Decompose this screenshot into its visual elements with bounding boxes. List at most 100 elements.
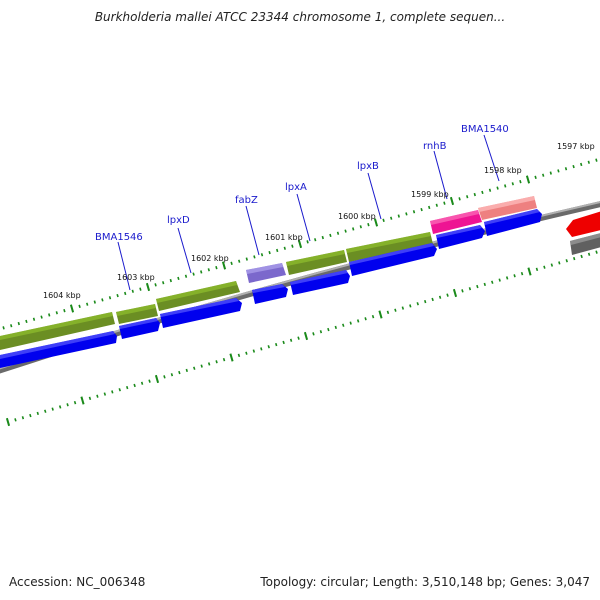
feature-blue-arrow-1[interactable] bbox=[0, 331, 117, 368]
minor-tick bbox=[260, 347, 263, 351]
minor-tick bbox=[2, 326, 5, 330]
minor-tick bbox=[488, 188, 492, 192]
minor-tick bbox=[390, 216, 393, 220]
minor-tick bbox=[29, 413, 32, 418]
minor-tick bbox=[412, 210, 416, 214]
feature-blue-arrow-8[interactable] bbox=[484, 209, 542, 236]
major-tick bbox=[221, 261, 227, 270]
feature-blue-arrow-6[interactable] bbox=[349, 243, 437, 276]
major-tick bbox=[154, 374, 160, 384]
feature-blue-arrow-3[interactable] bbox=[160, 298, 242, 328]
minor-tick bbox=[504, 184, 507, 188]
minor-tick bbox=[86, 302, 89, 306]
gene-label-lpxd[interactable]: lpxD bbox=[167, 215, 190, 226]
minor-tick bbox=[170, 373, 174, 377]
minor-tick bbox=[466, 195, 469, 199]
minor-tick bbox=[93, 300, 96, 304]
gene-label-rnhb[interactable]: rnhB bbox=[423, 141, 447, 152]
minor-tick bbox=[573, 256, 576, 261]
minor-tick bbox=[215, 360, 218, 364]
minor-tick bbox=[534, 175, 537, 180]
minor-tick bbox=[580, 162, 583, 167]
minor-tick bbox=[312, 332, 315, 336]
minor-tick bbox=[513, 274, 516, 278]
minor-tick bbox=[268, 250, 271, 255]
feature-blue-arrow-5[interactable] bbox=[290, 270, 350, 295]
minor-tick bbox=[431, 297, 434, 302]
major-tick bbox=[297, 239, 303, 249]
tick-label-1604: 1604 kbp bbox=[43, 291, 81, 300]
minor-tick bbox=[420, 207, 423, 212]
inner-tick-ring bbox=[5, 250, 598, 427]
minor-tick bbox=[276, 248, 279, 253]
minor-tick bbox=[185, 368, 188, 373]
minor-tick bbox=[364, 317, 367, 321]
minor-tick bbox=[139, 287, 142, 291]
major-tick bbox=[527, 267, 532, 276]
minor-tick bbox=[438, 295, 442, 299]
minor-tick bbox=[222, 357, 226, 362]
minor-tick bbox=[108, 296, 112, 300]
feature-cds-olive-lpxa-shine bbox=[286, 250, 345, 266]
tick-label-1602: 1602 kbp bbox=[191, 254, 229, 263]
minor-tick bbox=[367, 222, 370, 227]
minor-tick bbox=[21, 416, 25, 420]
minor-tick bbox=[55, 311, 58, 315]
minor-tick bbox=[424, 299, 427, 304]
minor-tick bbox=[32, 317, 36, 321]
minor-tick bbox=[169, 278, 172, 283]
gene-label-lpxb[interactable]: lpxB bbox=[357, 161, 379, 172]
gene-label-bma1540[interactable]: BMA1540 bbox=[461, 124, 509, 135]
major-tick bbox=[449, 196, 455, 206]
minor-tick bbox=[283, 246, 286, 250]
tick-label-1597: 1597 kbp bbox=[557, 142, 595, 151]
minor-tick bbox=[468, 287, 472, 291]
minor-tick bbox=[282, 340, 285, 345]
minor-tick bbox=[14, 418, 17, 422]
minor-tick bbox=[148, 379, 151, 383]
minor-tick bbox=[587, 160, 590, 164]
outer-tick-ring bbox=[2, 158, 598, 330]
feature-cds-olive-1-shine bbox=[0, 312, 113, 340]
minor-tick bbox=[17, 321, 20, 326]
accession-label: Accession: NC_006348 bbox=[9, 575, 146, 589]
minor-tick bbox=[133, 383, 136, 388]
minor-tick bbox=[543, 265, 546, 269]
minor-tick bbox=[289, 338, 293, 342]
major-tick bbox=[145, 282, 151, 292]
minor-tick bbox=[550, 263, 554, 267]
major-tick bbox=[229, 353, 234, 362]
tick-label-1598: 1598 kbp bbox=[484, 166, 522, 175]
feature-bma1540-shine bbox=[478, 196, 535, 212]
minor-tick bbox=[48, 313, 51, 317]
blue-arrow-shine bbox=[0, 209, 540, 359]
minor-tick bbox=[319, 330, 323, 334]
minor-tick bbox=[356, 319, 360, 323]
minor-tick bbox=[275, 342, 278, 347]
gene-leader-lines bbox=[117, 134, 500, 291]
minor-tick bbox=[200, 364, 203, 368]
minor-tick bbox=[245, 257, 248, 261]
feature-gray-block-shine bbox=[570, 233, 600, 245]
major-tick bbox=[452, 288, 458, 298]
feature-red-arrow[interactable] bbox=[566, 210, 600, 237]
minor-tick bbox=[336, 231, 340, 235]
feature-blue-arrow-2[interactable] bbox=[119, 318, 160, 339]
minor-tick bbox=[409, 304, 412, 308]
minor-tick bbox=[245, 351, 248, 355]
minor-tick bbox=[193, 366, 196, 370]
gene-label-bma1546[interactable]: BMA1546 bbox=[95, 232, 143, 243]
minor-tick bbox=[557, 169, 560, 173]
feature-blue-arrow-7[interactable] bbox=[436, 225, 485, 249]
minor-tick bbox=[397, 214, 400, 218]
minor-tick bbox=[267, 345, 270, 349]
minor-tick bbox=[327, 327, 330, 332]
gene-label-fabz[interactable]: fabZ bbox=[235, 195, 258, 206]
minor-tick bbox=[382, 218, 385, 223]
minor-tick bbox=[359, 225, 362, 229]
minor-tick bbox=[435, 203, 438, 207]
minor-tick bbox=[519, 179, 522, 184]
gene-label-lpxa[interactable]: lpxA bbox=[285, 182, 307, 193]
minor-tick bbox=[111, 390, 114, 394]
